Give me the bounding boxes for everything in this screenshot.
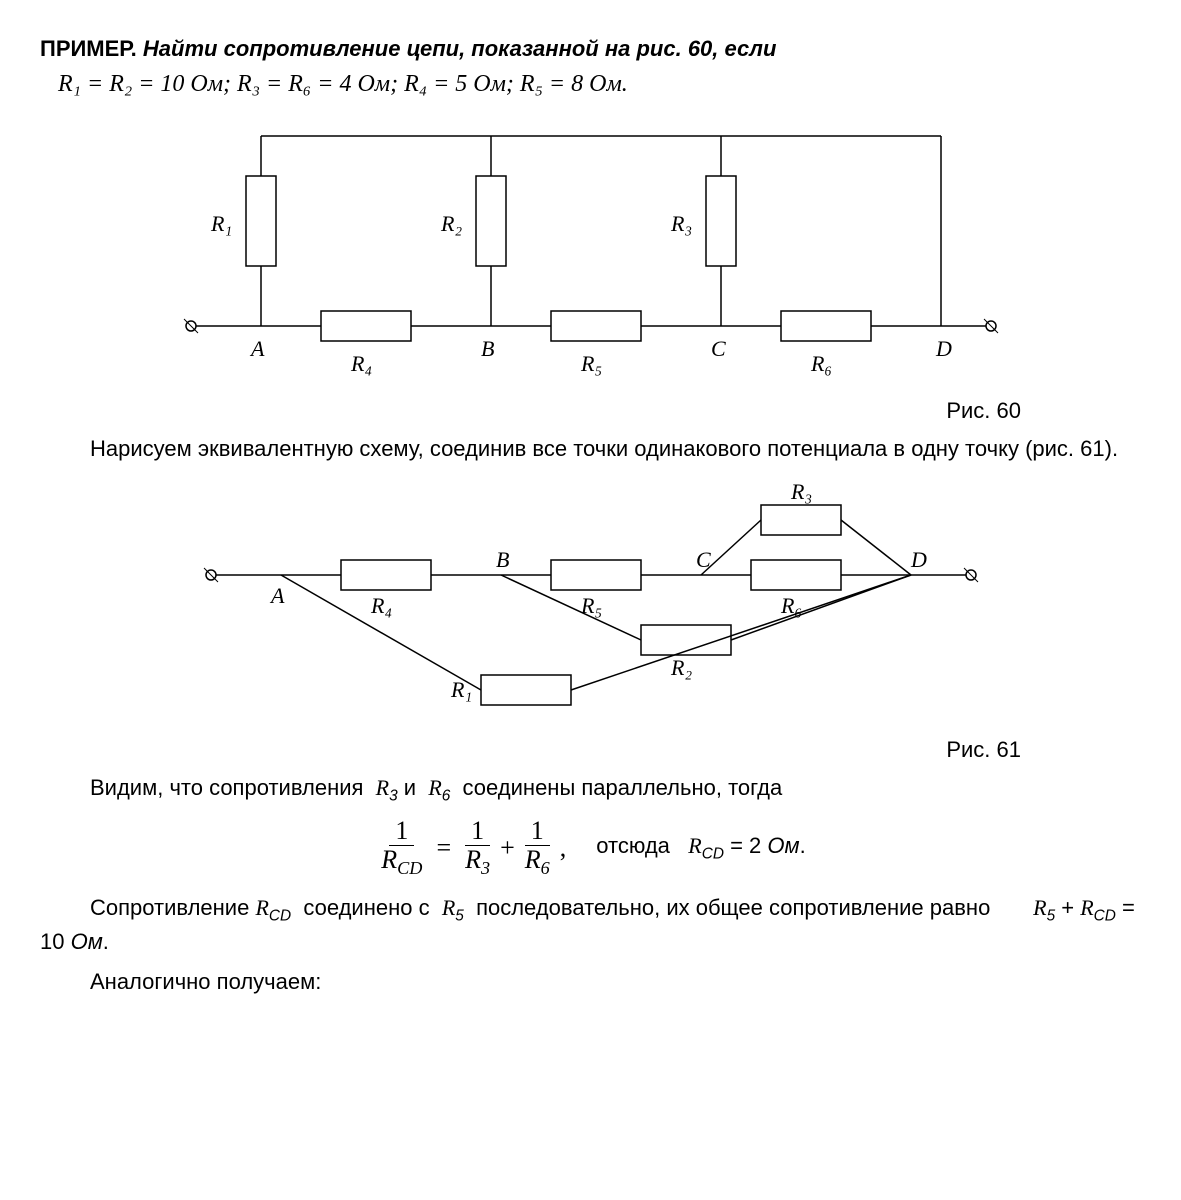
- fig60-r2: R₂: [440, 211, 462, 236]
- fig61-a: A: [269, 583, 285, 608]
- fig60-r1: R₁: [210, 211, 232, 236]
- fig61-r3: R₃: [790, 479, 812, 504]
- frac1-num: 1: [389, 817, 414, 847]
- fig61-r5: R₅: [580, 593, 602, 618]
- figure-60: R₁ R₂ R₃ A B C D R₄ R₅ R₆: [141, 106, 1041, 396]
- frac3-num: 1: [525, 817, 550, 847]
- given-values: R₁ = R₂ = 10 Ом; R₃ = R₆ = 4 Ом; R₄ = 5 …: [58, 68, 1141, 100]
- fig61-label: Рис. 61: [40, 737, 1021, 763]
- para-4: Аналогично получаем:: [40, 967, 1141, 998]
- fig60-c: C: [711, 336, 726, 361]
- fig61-r4: R₄: [370, 593, 392, 618]
- fig60-r3: R₃: [670, 211, 692, 236]
- title-prefix: ПРИМЕР.: [40, 36, 137, 61]
- fig60-d: D: [935, 336, 952, 361]
- title-line: ПРИМЕР. Найти сопротивление цепи, показа…: [40, 34, 1141, 64]
- para-1: Нарисуем эквивалентную схему, соединив в…: [40, 434, 1141, 465]
- fig60-r6: R₆: [810, 351, 832, 376]
- para-2: Видим, что сопротивления R3 и R6 соедине…: [40, 773, 1141, 807]
- fig61-d: D: [910, 547, 927, 572]
- fig61-b: B: [496, 547, 509, 572]
- para-2-text: Видим, что сопротивления R3 и R6 соедине…: [90, 775, 782, 800]
- title-main: Найти сопротивление цепи, показанной на …: [143, 36, 776, 61]
- formula: 1 RCD = 1 R3 + 1 R6 , отсюда RCD = 2 Ом.: [40, 817, 1141, 879]
- fig61-r6: R₆: [780, 593, 802, 618]
- fig61-r2: R₂: [670, 655, 692, 680]
- formula-result-label: отсюда: [596, 833, 670, 858]
- fig60-b: B: [481, 336, 494, 361]
- fig60-r5: R₅: [580, 351, 602, 376]
- frac2-num: 1: [465, 817, 490, 847]
- fig61-c: C: [696, 547, 711, 572]
- fig60-r4: R₄: [350, 351, 372, 376]
- fig60-label: Рис. 60: [40, 398, 1021, 424]
- fig61-r1: R₁: [450, 677, 472, 702]
- fig60-a: A: [249, 336, 265, 361]
- figure-61: A B C D R₄ R₅ R₆ R₃ R₂ R₁: [141, 475, 1041, 735]
- para-3: Сопротивление RCD соединено с R5 последо…: [40, 893, 1141, 958]
